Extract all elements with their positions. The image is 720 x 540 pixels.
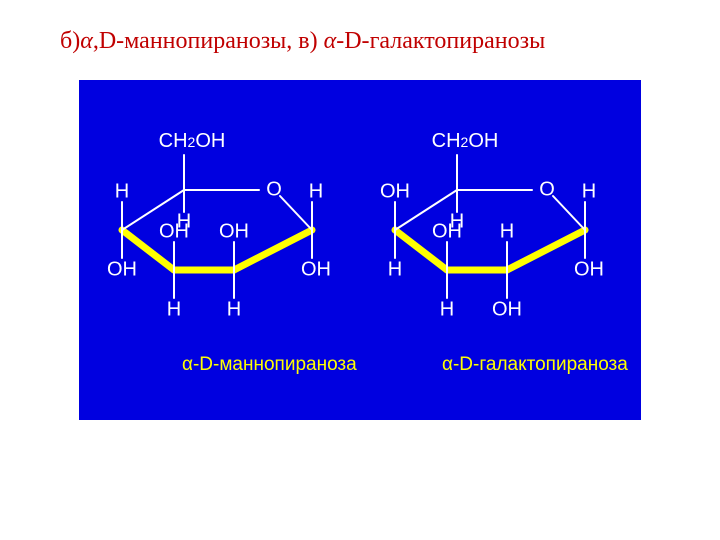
svg-text:H: H	[115, 180, 129, 202]
svg-text:H: H	[582, 180, 596, 202]
svg-text:OH: OH	[301, 258, 331, 280]
chemistry-svg: OHOHOHHOHHHOHHCH2OHα-D-маннопиранозаOOHH…	[79, 80, 641, 420]
svg-text:OH: OH	[380, 180, 410, 202]
svg-text:OH: OH	[107, 258, 137, 280]
svg-text:H: H	[177, 210, 191, 232]
svg-text:O: O	[539, 178, 555, 200]
svg-text:H: H	[227, 298, 241, 320]
svg-text:CH2OH: CH2OH	[159, 130, 226, 152]
page-title: б)α,D-маннопиранозы, в) α-D-галактопиран…	[60, 28, 545, 55]
title-prefix: б)	[60, 28, 80, 54]
title-alpha1: α	[80, 28, 93, 54]
svg-text:H: H	[440, 298, 454, 320]
galactopyranose-caption: α-D-галактопираноза	[442, 354, 628, 375]
svg-text:OH: OH	[219, 220, 249, 242]
title-sep2: -D-	[336, 28, 369, 54]
svg-text:OH: OH	[574, 258, 604, 280]
svg-text:H: H	[309, 180, 323, 202]
svg-text:H: H	[500, 220, 514, 242]
title-midsep: ,	[286, 28, 298, 54]
svg-text:H: H	[167, 298, 181, 320]
svg-text:CH2OH: CH2OH	[432, 130, 499, 152]
svg-text:O: O	[266, 178, 282, 200]
title-alpha2: α	[324, 28, 337, 54]
svg-text:H: H	[388, 258, 402, 280]
mannopyranose-caption: α-D-маннопираноза	[182, 354, 357, 375]
title-word2: галактопиранозы	[370, 28, 546, 54]
svg-text:OH: OH	[492, 298, 522, 320]
structures-panel: OHOHOHHOHHHOHHCH2OHα-D-маннопиранозаOOHH…	[79, 80, 641, 420]
title-prefix2: в)	[298, 28, 323, 54]
title-word1: маннопиранозы	[124, 28, 286, 54]
svg-text:H: H	[450, 210, 464, 232]
title-sep1: ,D-	[93, 28, 124, 54]
